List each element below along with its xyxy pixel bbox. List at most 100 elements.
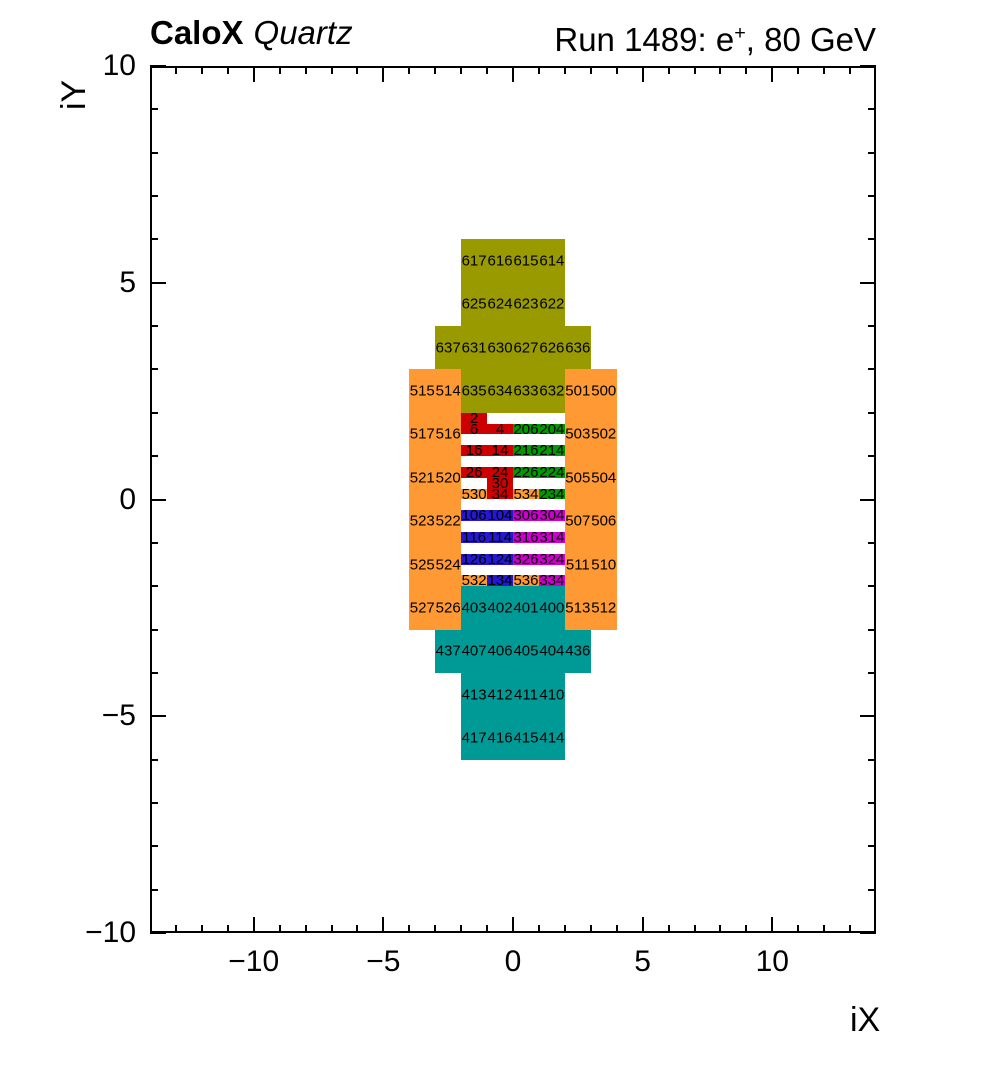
y-tick-right [868, 888, 876, 891]
x-tick [512, 917, 514, 933]
calo-cell-14: 14 [487, 443, 513, 458]
channel-label-522: 522 [435, 512, 461, 530]
x-tick-top [460, 66, 463, 74]
x-tick [330, 925, 333, 933]
y-tick-right [868, 325, 876, 328]
y-tick [150, 541, 158, 544]
run-title-prefix: Run 1489: e [554, 21, 735, 58]
channel-label-510: 510 [591, 556, 617, 574]
channel-label-524: 524 [435, 556, 461, 574]
x-tick-top [226, 66, 229, 74]
calo-cell-226: 226 [513, 463, 539, 481]
channel-label-413: 413 [461, 686, 487, 704]
channel-label-516: 516 [435, 425, 461, 443]
calo-cell-206: 206 [513, 420, 539, 438]
channel-label-633: 633 [513, 382, 539, 400]
detector-block-teal [435, 629, 591, 673]
channel-label-523: 523 [409, 512, 435, 530]
x-tick-label: 10 [755, 945, 789, 978]
y-tick-label: 5 [119, 265, 136, 299]
channel-label-615: 615 [513, 252, 539, 270]
calo-cell-124: 124 [487, 550, 513, 568]
channel-label-410: 410 [539, 686, 565, 704]
y-tick-right [868, 845, 876, 848]
x-tick [589, 925, 592, 933]
y-tick [150, 845, 158, 848]
channel-label-401: 401 [513, 599, 539, 617]
detector-block-olive [435, 326, 591, 370]
x-tick [200, 925, 203, 933]
y-tick-right [868, 238, 876, 241]
x-tick-top [304, 66, 307, 74]
experiment-name: CaloX [150, 14, 244, 51]
calo-cell-6: 6 [461, 422, 488, 436]
x-tick-label: −5 [366, 945, 401, 978]
y-tick-right [860, 65, 876, 67]
y-tick [150, 108, 158, 111]
x-tick-label: 0 [504, 945, 522, 978]
calo-cell-30: 30 [487, 476, 513, 491]
x-tick [615, 925, 618, 933]
x-tick-top [434, 66, 437, 74]
channel-label-625: 625 [461, 295, 487, 313]
channel-label-415: 415 [513, 729, 539, 747]
detector-block-teal [461, 586, 565, 630]
calo-cell-326: 326 [513, 550, 539, 568]
x-tick-top [408, 66, 411, 74]
channel-label-402: 402 [487, 599, 513, 617]
y-tick [150, 801, 158, 804]
calo-cell-16: 16 [461, 443, 488, 458]
x-tick-top [356, 66, 359, 74]
x-tick [693, 925, 696, 933]
plot-title-left: CaloX Quartz [150, 15, 353, 51]
x-tick-top [174, 66, 177, 74]
channel-label-637: 637 [435, 339, 461, 357]
x-tick-top [667, 66, 670, 74]
y-tick [150, 671, 158, 674]
channel-label-623: 623 [513, 295, 539, 313]
x-tick-top [537, 66, 540, 74]
channel-label-501: 501 [565, 382, 591, 400]
calo-cell-116: 116 [461, 528, 488, 546]
y-tick-right [868, 411, 876, 414]
channel-label-504: 504 [591, 469, 617, 487]
x-tick-label: 5 [634, 945, 651, 978]
x-tick-top [693, 66, 696, 74]
x-tick [823, 925, 826, 933]
calo-cell-306: 306 [513, 507, 539, 525]
calo-cell-106: 106 [461, 507, 488, 525]
channel-label-511: 511 [565, 556, 590, 574]
channel-label-407: 407 [461, 642, 487, 660]
channel-label-506: 506 [591, 512, 617, 530]
detector-name: Quartz [253, 14, 353, 51]
calo-cell-134: 134 [487, 572, 513, 590]
y-tick [150, 758, 158, 761]
x-tick-top [849, 66, 852, 74]
y-tick [150, 325, 158, 328]
y-tick-right [868, 671, 876, 674]
channel-label-405: 405 [513, 642, 539, 660]
calo-cell-214: 214 [538, 442, 565, 460]
x-tick [382, 917, 385, 933]
calo-cell-4: 4 [487, 422, 513, 436]
y-tick-label: 0 [119, 482, 136, 516]
x-tick [719, 925, 722, 933]
channel-label-517: 517 [409, 425, 435, 443]
calo-cell-316: 316 [513, 528, 539, 546]
detector-block-orange [409, 369, 462, 630]
calo-cell-224: 224 [538, 463, 565, 481]
x-tick [563, 925, 566, 933]
channel-label-412: 412 [487, 686, 513, 704]
calo-cell-24: 24 [487, 465, 513, 480]
channel-label-634: 634 [487, 382, 513, 400]
x-tick-top [771, 66, 774, 82]
channel-label-406: 406 [487, 642, 513, 660]
channel-label-513: 513 [565, 599, 591, 617]
y-axis-title: iY [55, 79, 93, 110]
x-tick [252, 917, 255, 933]
channel-label-502: 502 [591, 425, 617, 443]
x-tick [537, 925, 540, 933]
channel-label-503: 503 [565, 425, 591, 443]
x-tick-top [200, 66, 203, 74]
plot-frame [150, 66, 876, 933]
